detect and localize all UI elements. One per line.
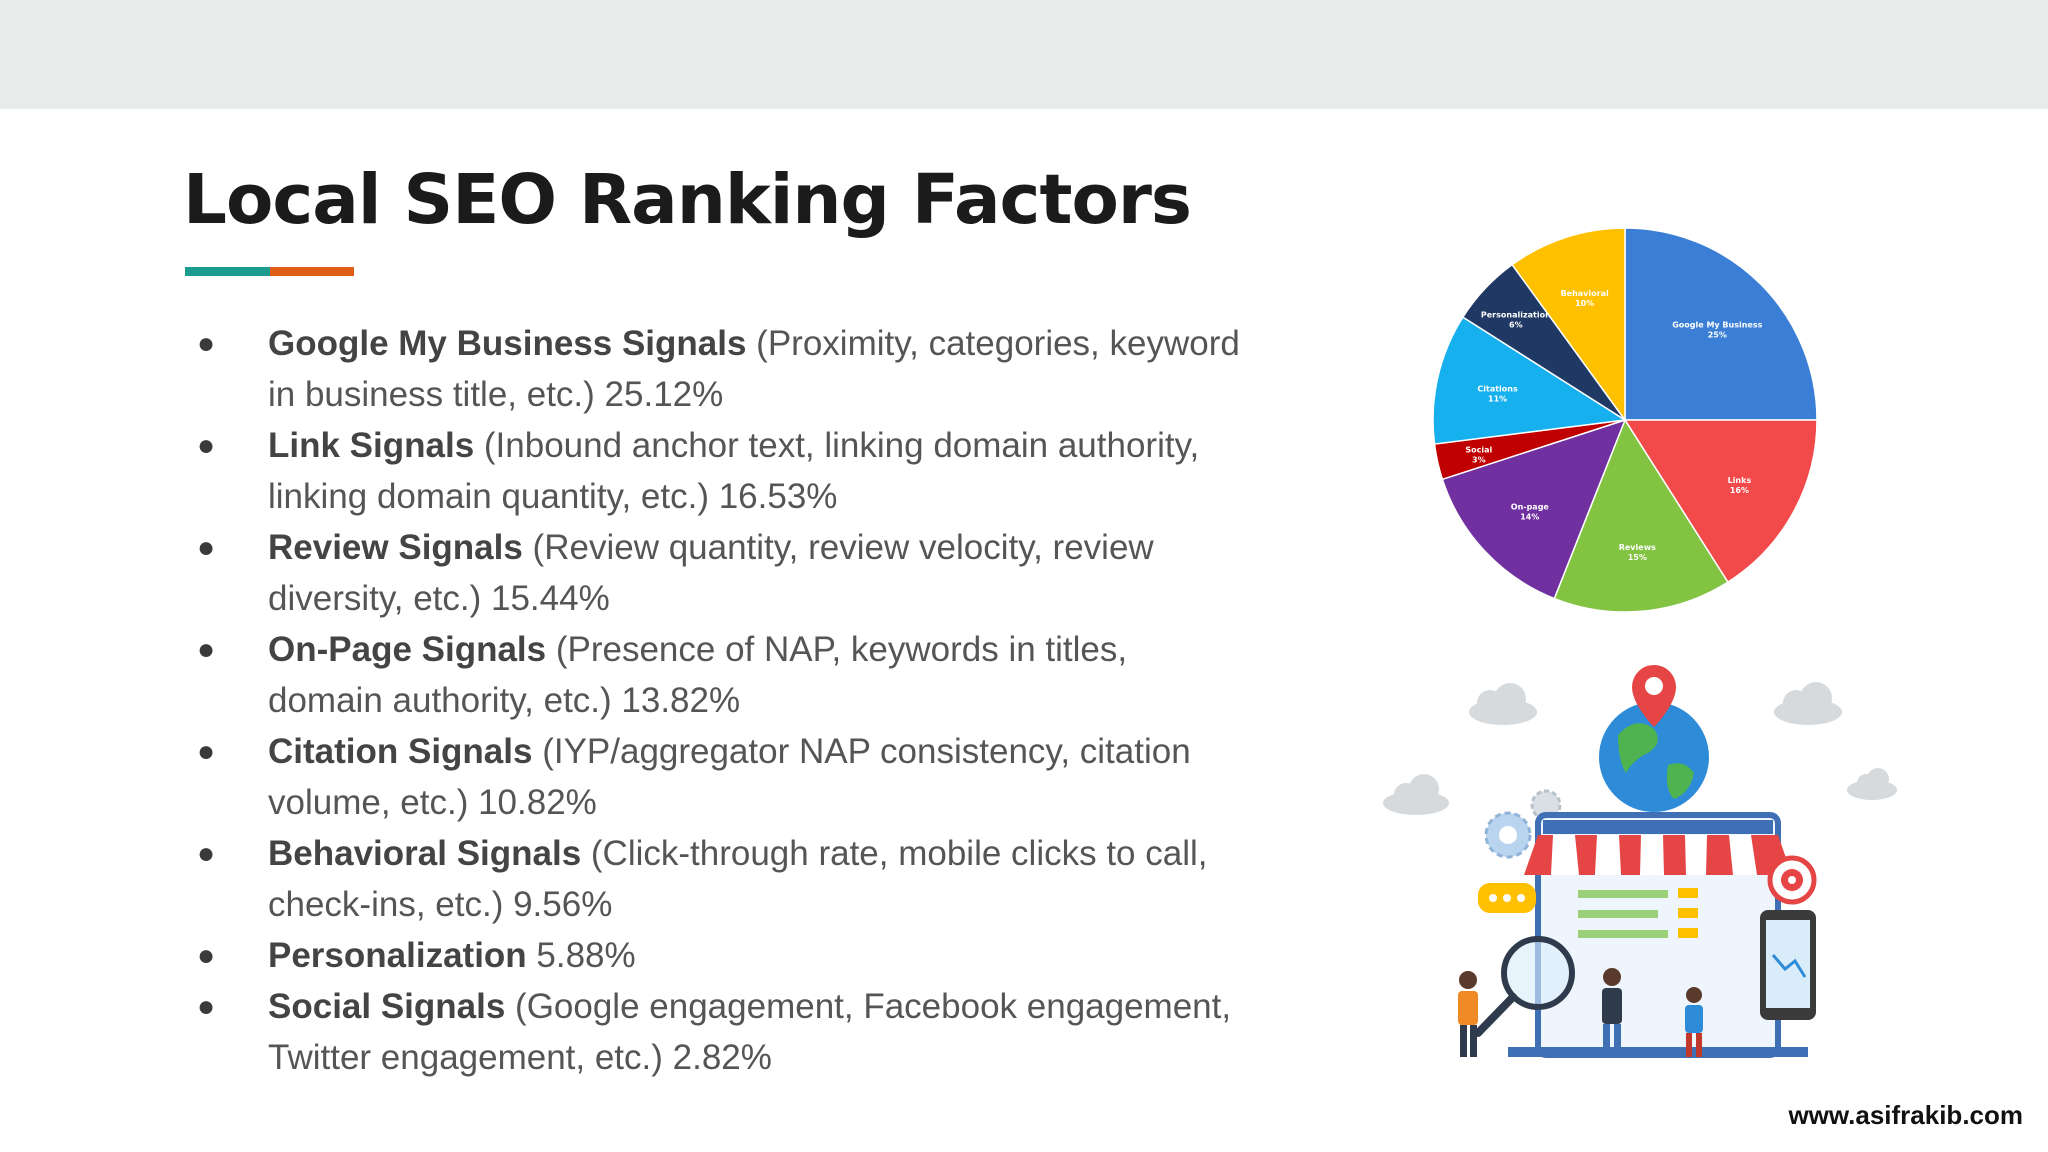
factor-name: Behavioral Signals xyxy=(268,834,582,873)
factor-detail-line2: check-ins, etc.) 9.56% xyxy=(268,885,613,924)
pie-data-label: Reviews 15% xyxy=(1619,543,1656,562)
cloud-icon xyxy=(1847,768,1897,800)
factor-detail: 5.88% xyxy=(526,936,636,975)
pie-data-label: On-page 14% xyxy=(1511,502,1550,521)
factor-name: Link Signals xyxy=(268,426,475,465)
ranking-factors-list: ● Google My Business Signals (Proximity,… xyxy=(190,318,1250,1083)
pie-data-label: Behavioral 10% xyxy=(1561,289,1609,308)
list-item: ● Social Signals (Google engagement, Fac… xyxy=(190,981,1250,1083)
bullet-icon: ● xyxy=(197,735,216,768)
factor-detail: (Inbound anchor text, linking domain aut… xyxy=(474,426,1200,465)
pie-data-label: Google My Business 25% xyxy=(1672,321,1762,340)
list-item: ● Personalization 5.88% xyxy=(190,930,1250,981)
chat-bubble-icon xyxy=(1478,883,1536,913)
page-title: Local SEO Ranking Factors xyxy=(183,160,1192,240)
website-url: www.asifrakib.com xyxy=(1788,1100,2023,1130)
factor-name: Social Signals xyxy=(268,987,506,1026)
top-band xyxy=(0,0,2048,109)
factor-detail: (Proximity, categories, keyword xyxy=(746,324,1240,363)
smartphone-icon xyxy=(1760,910,1816,1020)
location-pin-icon xyxy=(1632,665,1676,727)
bullet-icon: ● xyxy=(197,327,216,360)
pie-slice-links xyxy=(1623,419,1818,584)
magnifier-icon xyxy=(1474,936,1575,1037)
pie-data-label: Social 3% xyxy=(1465,446,1492,465)
cloud-icon xyxy=(1774,682,1842,725)
bullet-icon: ● xyxy=(197,939,216,972)
person-icon xyxy=(1685,987,1703,1057)
pie-slice-google-my-business xyxy=(1624,227,1818,421)
factor-detail: (Google engagement, Facebook engagement, xyxy=(505,987,1232,1026)
factor-name: Google My Business Signals xyxy=(268,324,747,363)
factor-detail: (Click-through rate, mobile clicks to ca… xyxy=(581,834,1208,873)
local-seo-illustration xyxy=(1383,665,1897,1058)
target-icon xyxy=(1767,855,1817,905)
list-item: ● Google My Business Signals (Proximity,… xyxy=(190,318,1250,420)
list-item: ● On-Page Signals (Presence of NAP, keyw… xyxy=(190,624,1250,726)
bullet-icon: ● xyxy=(197,429,216,462)
title-accent-teal xyxy=(185,267,270,276)
factor-detail-line2: domain authority, etc.) 13.82% xyxy=(268,681,741,720)
factor-detail: (Review quantity, review velocity, revie… xyxy=(522,528,1154,567)
list-item: ● Review Signals (Review quantity, revie… xyxy=(190,522,1250,624)
factor-detail-line2: diversity, etc.) 15.44% xyxy=(268,579,610,618)
pie-slice-behavioral xyxy=(1511,227,1626,423)
list-item: ● Link Signals (Inbound anchor text, lin… xyxy=(190,420,1250,522)
person-icon xyxy=(1458,971,1478,1057)
bullet-icon: ● xyxy=(197,837,216,870)
gear-icon xyxy=(1484,789,1562,859)
factor-name: On-Page Signals xyxy=(268,630,547,669)
list-item: ● Behavioral Signals (Click-through rate… xyxy=(190,828,1250,930)
list-item: ● Citation Signals (IYP/aggregator NAP c… xyxy=(190,726,1250,828)
factor-detail-line2: volume, etc.) 10.82% xyxy=(268,783,597,822)
factor-detail: (IYP/aggregator NAP consistency, citatio… xyxy=(532,732,1191,771)
factor-detail-line2: linking domain quantity, etc.) 16.53% xyxy=(268,477,838,516)
pie-data-label: Citations 11% xyxy=(1477,385,1518,404)
bullet-icon: ● xyxy=(197,531,216,564)
pie-data-label: Personalization 6% xyxy=(1481,310,1551,329)
person-icon xyxy=(1602,968,1622,1057)
globe-icon xyxy=(1599,702,1709,812)
title-accent-orange xyxy=(270,267,354,276)
factor-detail-line2: Twitter engagement, etc.) 2.82% xyxy=(268,1038,772,1077)
pie-slice-citations xyxy=(1432,316,1628,445)
factor-name: Personalization xyxy=(268,936,527,975)
pie-chart: Google My Business 25% Links 16% Reviews 15% O… xyxy=(1432,227,1818,613)
factor-name: Review Signals xyxy=(268,528,523,567)
pie-slice-reviews xyxy=(1553,418,1729,613)
pie-data-label: Links 16% xyxy=(1728,476,1752,495)
storefront-icon xyxy=(1508,812,1808,1058)
factor-detail: (Presence of NAP, keywords in titles, xyxy=(546,630,1128,669)
cloud-icon xyxy=(1383,774,1449,815)
cloud-icon xyxy=(1469,683,1537,725)
bullet-icon: ● xyxy=(197,633,216,666)
factor-name: Citation Signals xyxy=(268,732,533,771)
factor-detail-line2: in business title, etc.) 25.12% xyxy=(268,375,724,414)
bullet-icon: ● xyxy=(197,990,216,1023)
